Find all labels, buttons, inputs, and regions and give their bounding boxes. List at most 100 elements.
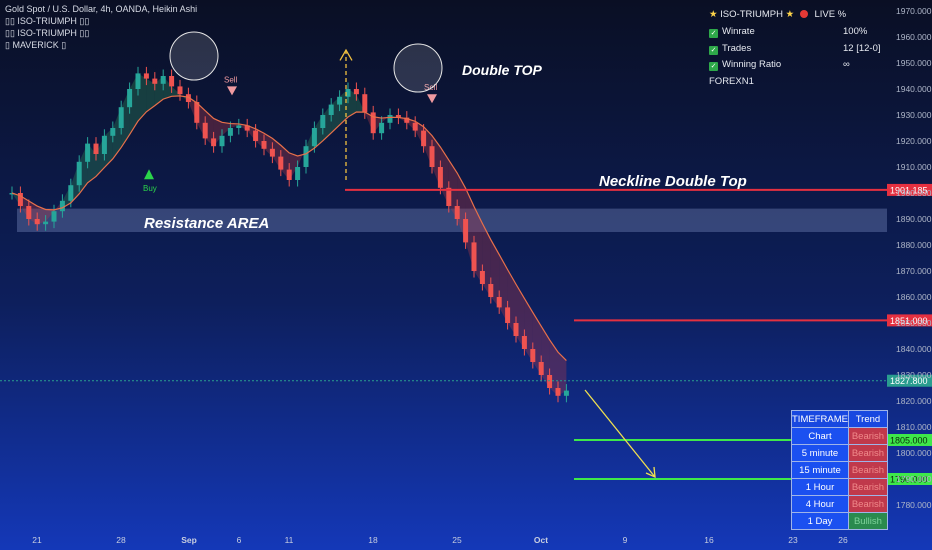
live-label: LIVE % (814, 9, 847, 20)
x-tick-label: 6 (237, 535, 242, 545)
y-tick-label: 1780.000 (896, 500, 932, 510)
candle-body (34, 219, 40, 225)
y-tick-label: 1940.000 (896, 84, 932, 94)
timeframe-cell: 4 Hour (791, 495, 849, 513)
x-tick-label: 21 (32, 535, 42, 545)
y-tick-label: 1810.000 (896, 422, 932, 432)
live-dot-icon (799, 10, 808, 18)
candle-body (110, 128, 116, 136)
trend-cell: Bullish (847, 512, 888, 530)
candle-body (219, 135, 225, 147)
x-tick-label: 18 (368, 535, 378, 545)
candle-body (118, 107, 124, 128)
neckline-marker-arrowhead (339, 48, 353, 61)
y-tick-label: 1910.000 (896, 162, 932, 172)
candle-body (488, 284, 494, 297)
x-tick-label: 9 (623, 535, 628, 545)
table-header: TIMEFRAME (791, 410, 849, 428)
candle-body (547, 375, 553, 388)
candle-body (454, 206, 460, 219)
x-tick-label: Sep (181, 535, 197, 545)
candle-body (311, 128, 317, 147)
y-tick-label: 1850.000 (896, 318, 932, 328)
indicator-label-1: ▯▯ ISO-TRIUMPH ▯▯ (5, 16, 90, 26)
price-level-label: 1805.000 (890, 436, 928, 446)
candle-body (337, 96, 343, 105)
table-row: Chart Bearish (791, 427, 888, 445)
annotation-neckline: Neckline Double Top (599, 173, 747, 190)
buy-signal-label: Buy (143, 184, 157, 193)
trend-cloud-segment (297, 146, 306, 167)
candle-body (295, 167, 301, 180)
y-tick-label: 1880.000 (896, 240, 932, 250)
double-top-circle (393, 43, 443, 93)
candle-body (93, 143, 99, 154)
trend-cloud-segment (54, 200, 63, 212)
candle-body (211, 138, 217, 147)
candle-body (530, 349, 536, 362)
y-tick-label: 1900.000 (896, 188, 932, 198)
table-header-row: TIMEFRAME Trend (791, 410, 888, 428)
x-tick-label: 26 (838, 535, 848, 545)
candle-body (101, 135, 107, 154)
candle-body (404, 117, 410, 123)
stat-row-winning-ratio: ✓ Winning Ratio (709, 59, 781, 71)
table-row: 1 Hour Bearish (791, 478, 888, 496)
candle-body (412, 122, 418, 131)
stat-value-trades: 12 [12-0] (843, 43, 881, 54)
projection-arrowhead (645, 466, 656, 479)
x-tick-label: 11 (285, 535, 294, 545)
candle-body (51, 211, 57, 222)
candle-body (437, 167, 443, 188)
candle-body (9, 193, 15, 195)
x-tick-label: 28 (116, 535, 126, 545)
sell-signal-label: Sell (224, 75, 238, 84)
annotation-double-top: Double TOP (462, 62, 542, 78)
candle-body (177, 86, 183, 95)
symbol-title: Gold Spot / U.S. Dollar, 4h, OANDA, Heik… (5, 4, 198, 14)
y-tick-label: 1860.000 (896, 292, 932, 302)
annotation-resistance: Resistance AREA (144, 215, 270, 232)
candle-body (429, 146, 435, 167)
candle-body (185, 94, 191, 102)
double-top-circle (169, 31, 219, 81)
timeframe-cell: Chart (791, 427, 849, 445)
stat-label: Trades (722, 43, 752, 54)
candle-body (253, 130, 259, 141)
price-level-tag (887, 374, 932, 387)
y-tick-label: 1920.000 (896, 136, 932, 146)
timeframe-cell: 5 minute (791, 444, 849, 462)
price-level-tag (887, 314, 932, 327)
check-icon: ✓ (709, 46, 718, 55)
sell-signal-icon (427, 94, 437, 104)
candle-body (236, 125, 242, 128)
candle-body (269, 148, 275, 157)
candle-body (563, 390, 569, 396)
candle-body (202, 122, 208, 139)
candle-body (152, 78, 158, 84)
check-icon: ✓ (709, 29, 718, 38)
candle-body (68, 185, 74, 201)
candle-body (244, 125, 250, 131)
stat-label: Winning Ratio (722, 59, 782, 70)
trend-cell: Bearish (847, 444, 888, 462)
candle-body (278, 156, 284, 170)
price-level-label: 1901.185 (890, 185, 928, 195)
indicator-label-2: ▯▯ ISO-TRIUMPH ▯▯ (5, 28, 90, 38)
star-icon: ★ (709, 9, 718, 20)
price-level-tag (887, 183, 932, 196)
trend-cloud-segment (558, 352, 567, 396)
candle-body (26, 206, 32, 219)
sell-signal-label: Sell (424, 83, 438, 92)
candle-body (320, 115, 326, 128)
candle-body (76, 161, 82, 186)
y-tick-label: 1960.000 (896, 32, 932, 42)
candle-body (421, 130, 427, 147)
timeframe-cell: 1 Day (791, 512, 849, 530)
candle-body (143, 73, 149, 79)
candle-body (521, 336, 527, 349)
table-row: 4 Hour Bearish (791, 495, 888, 513)
